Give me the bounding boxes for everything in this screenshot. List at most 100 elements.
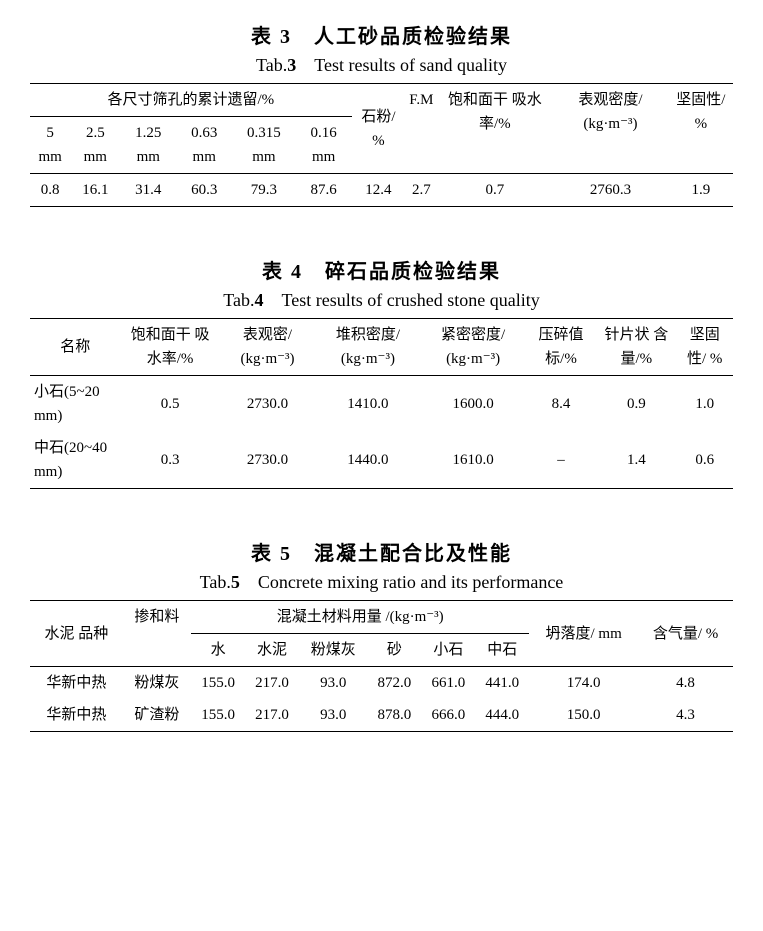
table4-col-satabs: 饱和面干 吸水率/% [121,319,220,376]
cell: 872.0 [367,667,421,700]
cell: 1.0 [676,376,733,433]
cell: 93.0 [299,699,367,732]
table-row: 华新中热 粉煤灰 155.0 217.0 93.0 872.0 661.0 44… [30,667,733,700]
table4-col-name: 名称 [30,319,121,376]
table4-block: 表 4 碎石品质检验结果 Tab.4 Test results of crush… [30,255,733,489]
cell: 174.0 [529,667,638,700]
cell: 矿渣粉 [123,699,191,732]
cell: 150.0 [529,699,638,732]
table3-col-25mm: 2.5 mm [70,117,120,174]
cell: 16.1 [70,174,120,207]
table3-title-en: Tab.3 Test results of sand quality [30,51,733,77]
cell: 155.0 [191,667,245,700]
table5-col-cement: 水泥 [245,634,299,667]
table3-col-soundness: 坚固性/ % [669,84,733,174]
cell: 华新中热 [30,699,123,732]
cell: 0.7 [437,174,552,207]
cell: 粉煤灰 [123,667,191,700]
table3-col-fm: F.M [405,84,437,174]
cell: 2730.0 [220,376,316,433]
cell: 0.9 [596,376,676,433]
cell: 661.0 [421,667,475,700]
table3-col-016mm: 0.16 mm [296,117,352,174]
table3-col-app-density: 表观密度/ (kg·m⁻³) [552,84,668,174]
table4-tab-prefix: Tab. [223,290,254,310]
cell: 8.4 [526,376,597,433]
table-row: 小石(5~20 mm) 0.5 2730.0 1410.0 1600.0 8.4… [30,376,733,433]
cell: 878.0 [367,699,421,732]
cell: 1610.0 [421,432,526,489]
table5-col-mid: 中石 [475,634,529,667]
cell: 1.9 [669,174,733,207]
table5-col-slump: 坍落度/ mm [529,601,638,667]
cell: 155.0 [191,699,245,732]
table4-title-en: Tab.4 Test results of crushed stone qual… [30,286,733,312]
cell: 31.4 [120,174,176,207]
cell: 93.0 [299,667,367,700]
cell: 1.4 [596,432,676,489]
table5-col-small: 小石 [421,634,475,667]
table4-col-flaky: 针片状 含量/% [596,319,676,376]
table3-col-0315mm: 0.315 mm [232,117,295,174]
cell: 小石(5~20 mm) [30,376,121,433]
cell: 217.0 [245,699,299,732]
table-row: 中石(20~40 mm) 0.3 2730.0 1440.0 1610.0 – … [30,432,733,489]
cell: 0.6 [676,432,733,489]
cell: 441.0 [475,667,529,700]
table5-col-flyash: 粉煤灰 [299,634,367,667]
table3-tab-num: 3 [287,55,296,75]
cell: 1410.0 [315,376,420,433]
table5-col-water: 水 [191,634,245,667]
cell: 79.3 [232,174,295,207]
table4: 名称 饱和面干 吸水率/% 表观密/ (kg·m⁻³) 堆积密度/ (kg·m⁻… [30,318,733,489]
table3-block: 表 3 人工砂品质检验结果 Tab.3 Test results of sand… [30,20,733,207]
table4-col-bulk: 堆积密度/ (kg·m⁻³) [315,319,420,376]
cell: 4.8 [638,667,733,700]
table3-col-125mm: 1.25 mm [120,117,176,174]
table4-title-cn: 表 4 碎石品质检验结果 [30,255,733,284]
table-row: 华新中热 矿渣粉 155.0 217.0 93.0 878.0 666.0 44… [30,699,733,732]
table3-col-sat-abs: 饱和面干 吸水率/% [437,84,552,174]
table3-tab-prefix: Tab. [256,55,287,75]
table3-tab-rest: Test results of sand quality [296,55,507,75]
cell: 2760.3 [552,174,668,207]
table-row: 0.8 16.1 31.4 60.3 79.3 87.6 12.4 2.7 0.… [30,174,733,207]
table5-col-sand: 砂 [367,634,421,667]
table5: 水泥 品种 掺和料 混凝土材料用量 /(kg·m⁻³) 坍落度/ mm 含气量/… [30,600,733,732]
table5-material-group: 混凝土材料用量 /(kg·m⁻³) [191,601,529,634]
cell: 0.8 [30,174,70,207]
table5-title-en: Tab.5 Concrete mixing ratio and its perf… [30,568,733,594]
table3-col-stone-powder: 石粉/ % [352,84,406,174]
cell: 217.0 [245,667,299,700]
table4-tab-num: 4 [255,290,264,310]
cell: 60.3 [176,174,232,207]
cell: 0.5 [121,376,220,433]
cell: 中石(20~40 mm) [30,432,121,489]
table4-tab-rest: Test results of crushed stone quality [264,290,540,310]
table5-tab-prefix: Tab. [200,572,231,592]
cell: 2730.0 [220,432,316,489]
cell: 0.3 [121,432,220,489]
table4-col-app: 表观密/ (kg·m⁻³) [220,319,316,376]
table3: 各尺寸筛孔的累计遗留/% 石粉/ % F.M 饱和面干 吸水率/% 表观密度/ … [30,83,733,207]
cell: 2.7 [405,174,437,207]
cell: 444.0 [475,699,529,732]
table4-col-crush: 压碎值 标/% [526,319,597,376]
cell: 4.3 [638,699,733,732]
table5-tab-rest: Concrete mixing ratio and its performanc… [240,572,563,592]
cell: 12.4 [352,174,406,207]
cell: 华新中热 [30,667,123,700]
table3-title-cn: 表 3 人工砂品质检验结果 [30,20,733,49]
table4-col-tight: 紧密密度/ (kg·m⁻³) [421,319,526,376]
table5-tab-num: 5 [231,572,240,592]
table5-title-cn: 表 5 混凝土配合比及性能 [30,537,733,566]
table3-col-063mm: 0.63 mm [176,117,232,174]
cell: 1600.0 [421,376,526,433]
table4-col-sound: 坚固性/ % [676,319,733,376]
table5-col-air: 含气量/ % [638,601,733,667]
cell: 666.0 [421,699,475,732]
table5-col-cement-type: 水泥 品种 [30,601,123,667]
table5-block: 表 5 混凝土配合比及性能 Tab.5 Concrete mixing rati… [30,537,733,732]
table3-group-header: 各尺寸筛孔的累计遗留/% [30,84,352,117]
cell: – [526,432,597,489]
